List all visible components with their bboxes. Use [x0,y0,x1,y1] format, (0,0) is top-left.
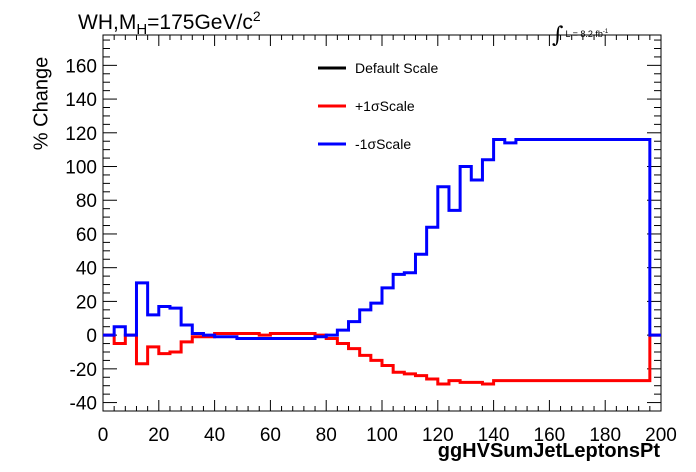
x-tick-label: 0 [98,425,109,446]
x-tick-label: 60 [260,425,281,446]
title-prefix: WH,M [78,11,137,34]
x-tick-label: 100 [366,425,398,446]
x-axis-ticks: 0 20 40 60 80 100 120 140 160 180 200 [98,35,677,446]
y-axis-label: % Change [30,56,53,151]
legend-label: +1σScale [355,98,415,114]
plot-frame [102,34,662,412]
x-tick-label: 120 [422,425,454,446]
y-tick-label: 60 [76,225,97,246]
y-axis-ticks: -40 -20 0 20 40 60 80 100 120 140 160 [65,39,661,415]
y-tick-label: 160 [65,56,97,77]
luminosity-text: L = 8.2 fb [565,29,603,39]
legend-label: Default Scale [355,60,438,76]
x-tick-label: 140 [478,425,510,446]
x-tick-label: 160 [534,425,566,446]
chart-title: WH,MH=175GeV/c2 [78,8,261,38]
series-line-1 [103,331,661,386]
y-tick-label: -40 [70,394,97,415]
title-superscript: 2 [252,8,261,24]
x-tick-label: 20 [148,425,169,446]
x-tick-label: 80 [316,425,337,446]
y-tick-label: 20 [76,292,97,313]
title-subscript: H [136,21,148,39]
legend: Default Scale +1σScale -1σScale [318,60,438,152]
y-tick-label: 120 [65,124,97,145]
title-value: =175GeV/c [147,11,253,34]
y-tick-label: 80 [76,191,97,212]
integral-symbol: ∫ [552,23,564,48]
y-tick-label: 40 [76,259,97,280]
y-tick-label: 0 [86,326,97,347]
x-axis-label: ggHVSumJetLeptonsPt [437,440,660,462]
luminosity-unit-exponent: -1 [602,29,609,35]
series-lines [103,138,661,386]
x-tick-label: 40 [204,425,225,446]
legend-label: -1σScale [355,136,411,152]
series-line-2 [103,138,661,340]
y-tick-label: 140 [65,90,97,111]
y-tick-label: -20 [70,360,97,381]
y-tick-label: 100 [65,158,97,179]
luminosity-label: ∫ L = 8.2 fb-1 [552,18,609,48]
x-tick-label: 200 [645,425,677,446]
x-tick-label: 180 [589,425,621,446]
